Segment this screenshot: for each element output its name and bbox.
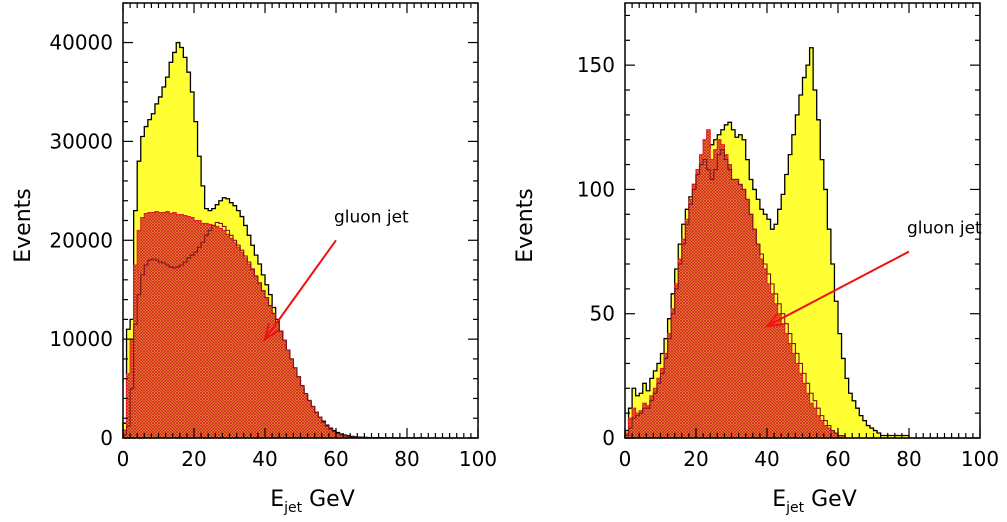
x-tick-label: 0	[117, 447, 130, 471]
x-tick-label: 60	[825, 447, 850, 471]
x-tick-label: 80	[394, 447, 419, 471]
right-histogram-panel: 0 20 40 60 80 100 0 50 100 150 Ejet GeV Events gluon…	[513, 2, 999, 516]
y-tick-label: 150	[577, 53, 615, 77]
quark-jet-outline	[624, 149, 980, 439]
y-tick-label: 40000	[49, 31, 113, 55]
x-tick-label: 20	[181, 447, 206, 471]
y-axis-title: Events	[11, 188, 36, 263]
x-tick-label: 100	[961, 447, 999, 471]
x-tick-label: 60	[323, 447, 348, 471]
y-tick-label: 0	[100, 426, 113, 450]
left-histogram-panel: 0 20 40 60 80 100 0 10000 20000 30000 40000 Ejet Ge…	[11, 2, 497, 516]
annotation-arrow	[264, 239, 337, 340]
gluon-jet-label: gluon jet	[334, 207, 409, 227]
quark-jet-outline	[122, 221, 478, 439]
y-tick-label: 0	[602, 426, 615, 450]
annotation-arrowhead	[764, 313, 784, 328]
x-tick-label: 20	[683, 447, 708, 471]
y-axis-title: Events	[513, 188, 538, 263]
y-tick-label: 100	[577, 177, 615, 201]
y-tick-label: 20000	[49, 228, 113, 252]
annotation-arrow	[766, 250, 910, 328]
y-tick-label: 30000	[49, 129, 113, 153]
y-tick-label: 10000	[49, 327, 113, 351]
x-tick-label: 100	[459, 447, 497, 471]
x-axis-title: Ejet GeV	[772, 487, 857, 516]
x-tick-label: 0	[619, 447, 632, 471]
annotation-arrowhead	[263, 323, 280, 342]
x-tick-label: 40	[754, 447, 779, 471]
y-tick-label: 50	[590, 302, 615, 326]
gluon-jet-label: gluon jet	[907, 219, 982, 239]
gluon-jet-histogram	[122, 211, 478, 439]
x-tick-label: 80	[896, 447, 921, 471]
x-axis-title: Ejet GeV	[270, 487, 355, 516]
x-tick-label: 40	[252, 447, 277, 471]
